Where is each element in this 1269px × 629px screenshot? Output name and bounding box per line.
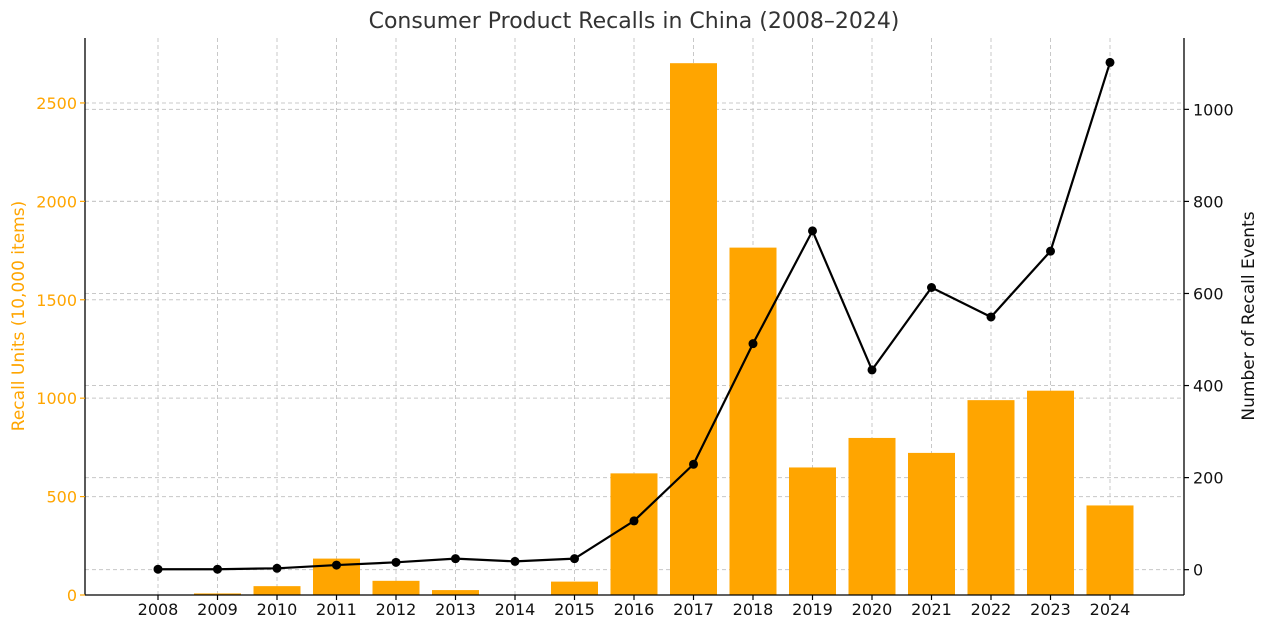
x-tick-label: 2020 [852,600,893,619]
y-tick-label-left: 1500 [36,291,77,310]
x-tick-label: 2008 [138,600,179,619]
x-tick-label: 2010 [257,600,298,619]
line-point-2015 [570,554,579,564]
x-tick-label: 2021 [911,600,952,619]
line-point-2021 [927,282,936,292]
x-tick-label: 2017 [673,600,714,619]
y-tick-label-left: 2000 [36,192,77,211]
bar-series [194,63,1134,595]
y-tick-label-right: 0 [1193,561,1203,580]
line-point-2010 [272,563,282,573]
bar-2020 [848,437,896,595]
bar-2018 [729,247,777,595]
bar-2022 [967,400,1015,595]
line-point-2020 [867,365,877,375]
line-point-2014 [510,556,520,566]
y-tick-label-left: 0 [67,586,77,605]
line-series [153,57,1115,574]
axes: 2008 2009 2010 2011 2012 2013 2014 2015 2016 2017… [36,38,1234,619]
x-tick-label: 2012 [376,600,417,619]
line-point-2013 [451,554,460,564]
line-point-2011 [332,560,341,570]
y-axis-right-title: Number of Recall Events [1239,211,1259,420]
x-tick-label: 2024 [1090,600,1131,619]
line-point-2009 [213,564,222,574]
chart-title: Consumer Product Recalls in China (2008–… [369,9,900,34]
x-tick-label: 2016 [614,600,655,619]
bar-2016 [610,473,658,595]
bar-2024 [1086,505,1134,595]
bar-2023 [1027,390,1074,595]
y-tick-label-right: 200 [1193,469,1224,488]
x-tick-label: 2019 [792,600,833,619]
bar-2021 [908,452,955,595]
x-tick-label: 2015 [554,600,595,619]
y-tick-label-left: 500 [46,488,77,507]
x-tick-label: 2013 [435,600,476,619]
line-point-2008 [153,564,163,574]
y-tick-label-right: 400 [1193,377,1224,396]
line-point-2017 [689,459,698,469]
line-point-2024 [1105,57,1115,67]
x-tick-label: 2009 [197,600,238,619]
x-tick-label: 2011 [316,600,357,619]
x-tick-label: 2018 [733,600,774,619]
y-tick-label-right: 800 [1193,192,1224,211]
line-point-2016 [629,516,639,526]
line-point-2022 [986,312,996,322]
line-point-2019 [808,226,817,236]
y-tick-label-left: 1000 [36,389,77,408]
bar-2012 [372,580,420,595]
line-point-2018 [748,339,758,349]
y-tick-label-right: 1000 [1193,100,1234,119]
y-axis-left-title: Recall Units (10,000 items) [9,201,29,431]
bar-2010 [253,586,301,595]
y-tick-label-right: 600 [1193,284,1224,303]
x-tick-label: 2023 [1030,600,1071,619]
bar-2019 [789,467,836,595]
bar-2013 [432,590,479,595]
bar-2015 [551,581,598,595]
bar-2017 [670,63,717,595]
x-tick-label: 2022 [971,600,1012,619]
line-point-2012 [391,557,401,567]
line-point-2023 [1046,246,1055,256]
x-tick-label: 2014 [495,600,536,619]
bar-2009 [194,593,241,595]
y-tick-label-left: 2500 [36,94,77,113]
